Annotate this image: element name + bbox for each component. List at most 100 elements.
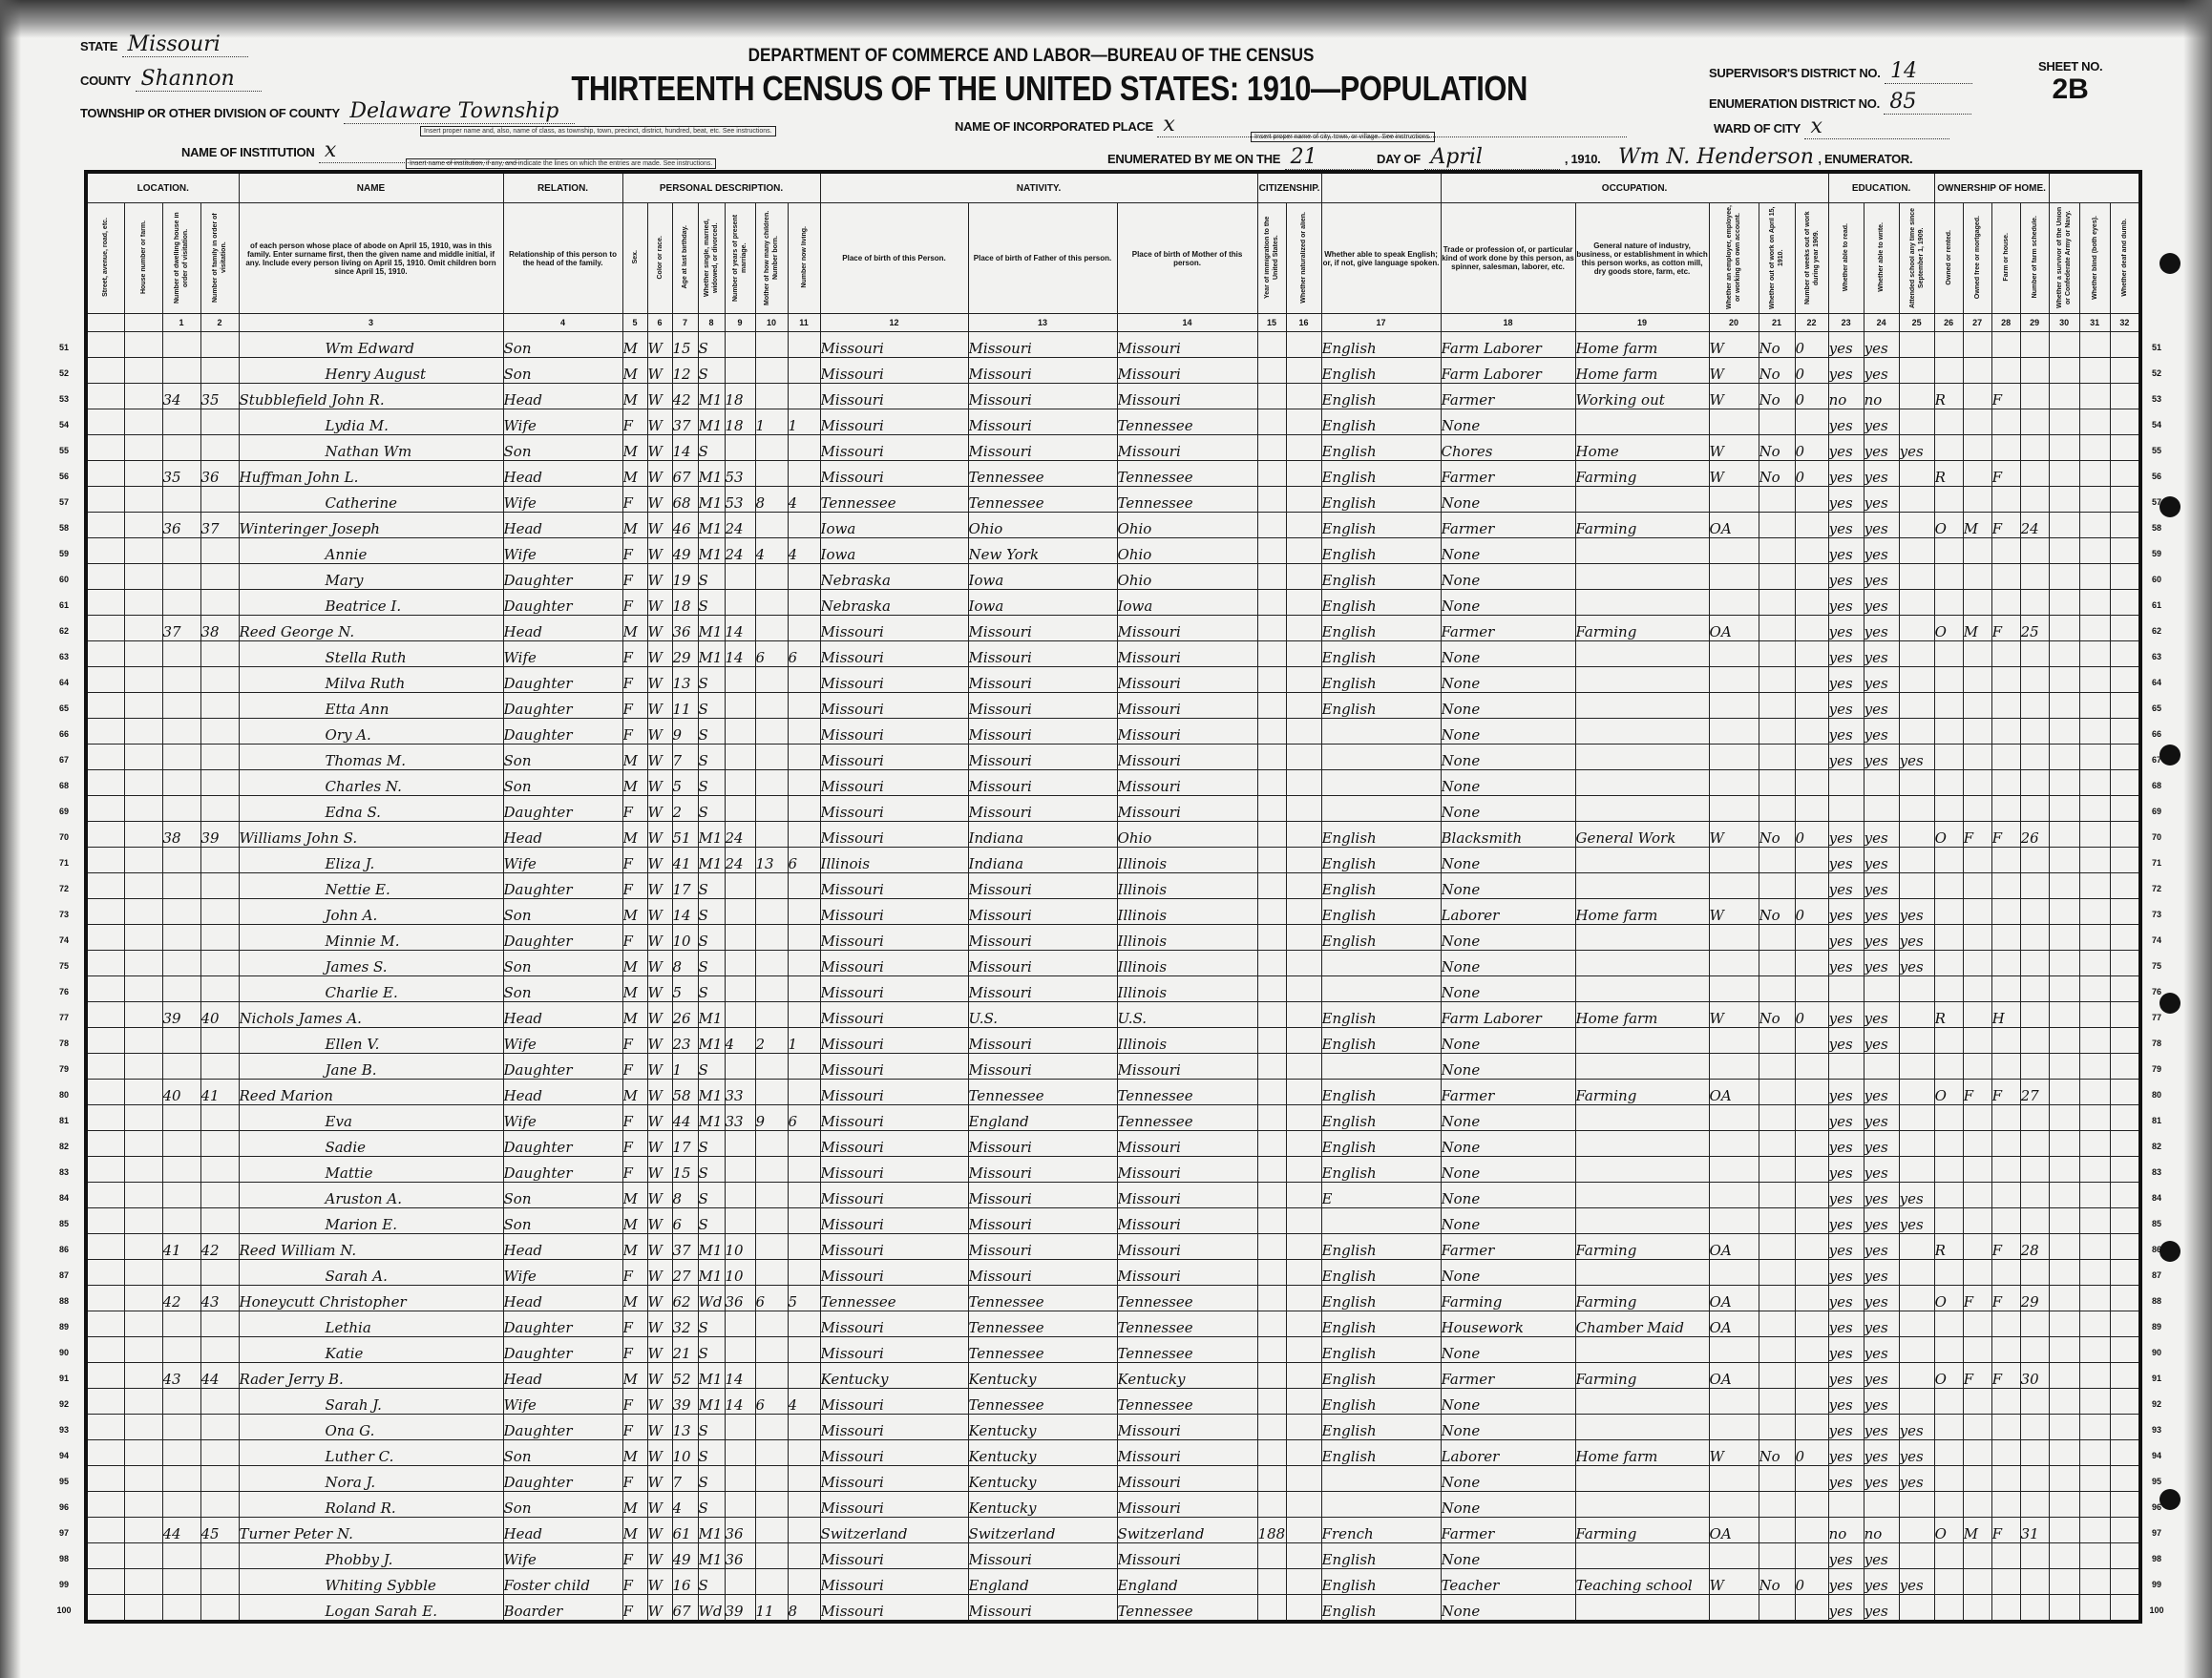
veteran-cell [2048, 589, 2080, 616]
house-number-cell [123, 1594, 163, 1623]
weeks-out-of-work-cell [1794, 1027, 1829, 1054]
employment-class-cell [1708, 1259, 1759, 1286]
weeks-out-of-work-cell: 0 [1794, 898, 1829, 925]
sex-cell: M [621, 512, 648, 538]
children-born-cell [754, 924, 789, 951]
farm-schedule-cell [2019, 924, 2050, 951]
out-of-work-cell [1758, 1207, 1796, 1234]
owned-or-rented-cell [1933, 1465, 1964, 1492]
line-number: 67 [2151, 755, 2161, 765]
house-number-cell [123, 718, 163, 745]
blind-cell [2078, 924, 2111, 951]
industry-cell: Home farm [1574, 1001, 1710, 1028]
group-header: OWNERSHIP OF HOME. [1933, 171, 2050, 203]
weeks-out-of-work-cell [1794, 1259, 1829, 1286]
farm-or-house-cell [1991, 563, 2021, 590]
blind-cell [2078, 744, 2111, 770]
veteran-cell [2048, 1568, 2080, 1595]
sex-cell: M [621, 1233, 648, 1260]
table-row: Milva Ruth Daughter F W 13 S Missouri Missouri M… [85, 666, 2141, 693]
column-header-label: House number or farm. [139, 220, 147, 294]
immigration-year-cell [1256, 924, 1287, 951]
farm-or-house-cell [1991, 1542, 2021, 1569]
children-living-cell [787, 795, 821, 822]
farm-schedule-cell [2019, 1491, 2050, 1518]
group-header [2048, 171, 2141, 203]
owned-or-rented-cell: O [1933, 821, 1964, 848]
line-number: 66 [2151, 729, 2161, 739]
person-name-cell: James S. [238, 950, 504, 976]
age-cell: 32 [671, 1311, 699, 1337]
street-cell [85, 1491, 125, 1518]
immigration-year-cell [1256, 383, 1287, 409]
house-number-cell [123, 1414, 163, 1440]
line-number: 89 [58, 1322, 69, 1332]
line-number: 53 [2151, 394, 2161, 404]
line-number: 94 [58, 1451, 69, 1460]
person-name-cell: Aruston A. [238, 1182, 504, 1208]
children-born-cell: 8 [754, 486, 789, 513]
birthplace-cell: Iowa [819, 537, 969, 564]
column-header: Whether a survivor of the Union or Confe… [2048, 202, 2080, 314]
institution-note: Insert name of institution, if any, and … [406, 158, 717, 169]
weeks-out-of-work-cell [1794, 1285, 1829, 1311]
veteran-cell [2048, 357, 2080, 384]
marital-status-cell: M1 [697, 1542, 726, 1569]
house-number-cell [123, 1182, 163, 1208]
column-header: Number now living. [787, 202, 821, 314]
industry-cell: Farming [1574, 1285, 1710, 1311]
employment-class-cell: W [1708, 434, 1759, 461]
attended-school-cell: yes [1898, 898, 1935, 925]
family-number-cell [200, 563, 240, 590]
attended-school-cell [1898, 821, 1935, 848]
house-number-cell [123, 975, 163, 1002]
dwelling-number-cell [161, 1156, 201, 1183]
weeks-out-of-work-cell [1794, 1079, 1829, 1105]
marital-status-cell: S [697, 1439, 726, 1466]
dwelling-number-cell [161, 718, 201, 745]
relationship-cell: Head [502, 460, 623, 487]
naturalization-cell [1285, 563, 1322, 590]
sex-cell: F [621, 537, 648, 564]
father-birthplace-cell: Switzerland [967, 1517, 1118, 1543]
can-write-cell [1863, 1491, 1900, 1518]
children-born-cell [754, 1517, 789, 1543]
line-number: 100 [2149, 1605, 2164, 1615]
family-number-cell [200, 975, 240, 1002]
person-name-cell: Phobby J. [238, 1542, 504, 1569]
marital-status-cell: M1 [697, 1259, 726, 1286]
can-write-cell: yes [1863, 1594, 1900, 1623]
column-number: 29 [2019, 313, 2050, 332]
deaf-dumb-cell [2109, 1336, 2141, 1363]
person-name-cell: Jane B. [238, 1053, 504, 1080]
immigration-year-cell [1256, 486, 1287, 513]
attended-school-cell [1898, 589, 1935, 616]
street-cell [85, 589, 125, 616]
trade-cell: None [1440, 1388, 1576, 1415]
farm-or-house-cell [1991, 1182, 2021, 1208]
father-birthplace-cell: Missouri [967, 950, 1118, 976]
birthplace-cell: Illinois [819, 847, 969, 873]
sex-cell: F [621, 666, 648, 693]
can-write-cell: yes [1863, 821, 1900, 848]
deaf-dumb-cell [2109, 795, 2141, 822]
age-cell: 52 [671, 1362, 699, 1389]
free-or-mortgaged-cell [1962, 1568, 1992, 1595]
relationship-cell: Wife [502, 409, 623, 435]
naturalization-cell [1285, 718, 1322, 745]
column-number: 26 [1933, 313, 1964, 332]
birthplace-cell: Missouri [819, 1156, 969, 1183]
dwelling-number-cell [161, 537, 201, 564]
trade-cell: None [1440, 950, 1576, 976]
birthplace-cell: Missouri [819, 383, 969, 409]
family-number-cell [200, 769, 240, 796]
farm-schedule-cell: 25 [2019, 615, 2050, 641]
table-row: James S. Son M W 8 S Missouri Missouri Illinois N… [85, 950, 2141, 976]
years-married-cell: 39 [724, 1594, 756, 1623]
trade-cell: None [1440, 1414, 1576, 1440]
mother-birthplace-cell: Illinois [1116, 924, 1258, 951]
relationship-cell: Daughter [502, 872, 623, 899]
birthplace-cell: Switzerland [819, 1517, 969, 1543]
marital-status-cell: S [697, 1182, 726, 1208]
farm-or-house-cell [1991, 1130, 2021, 1157]
